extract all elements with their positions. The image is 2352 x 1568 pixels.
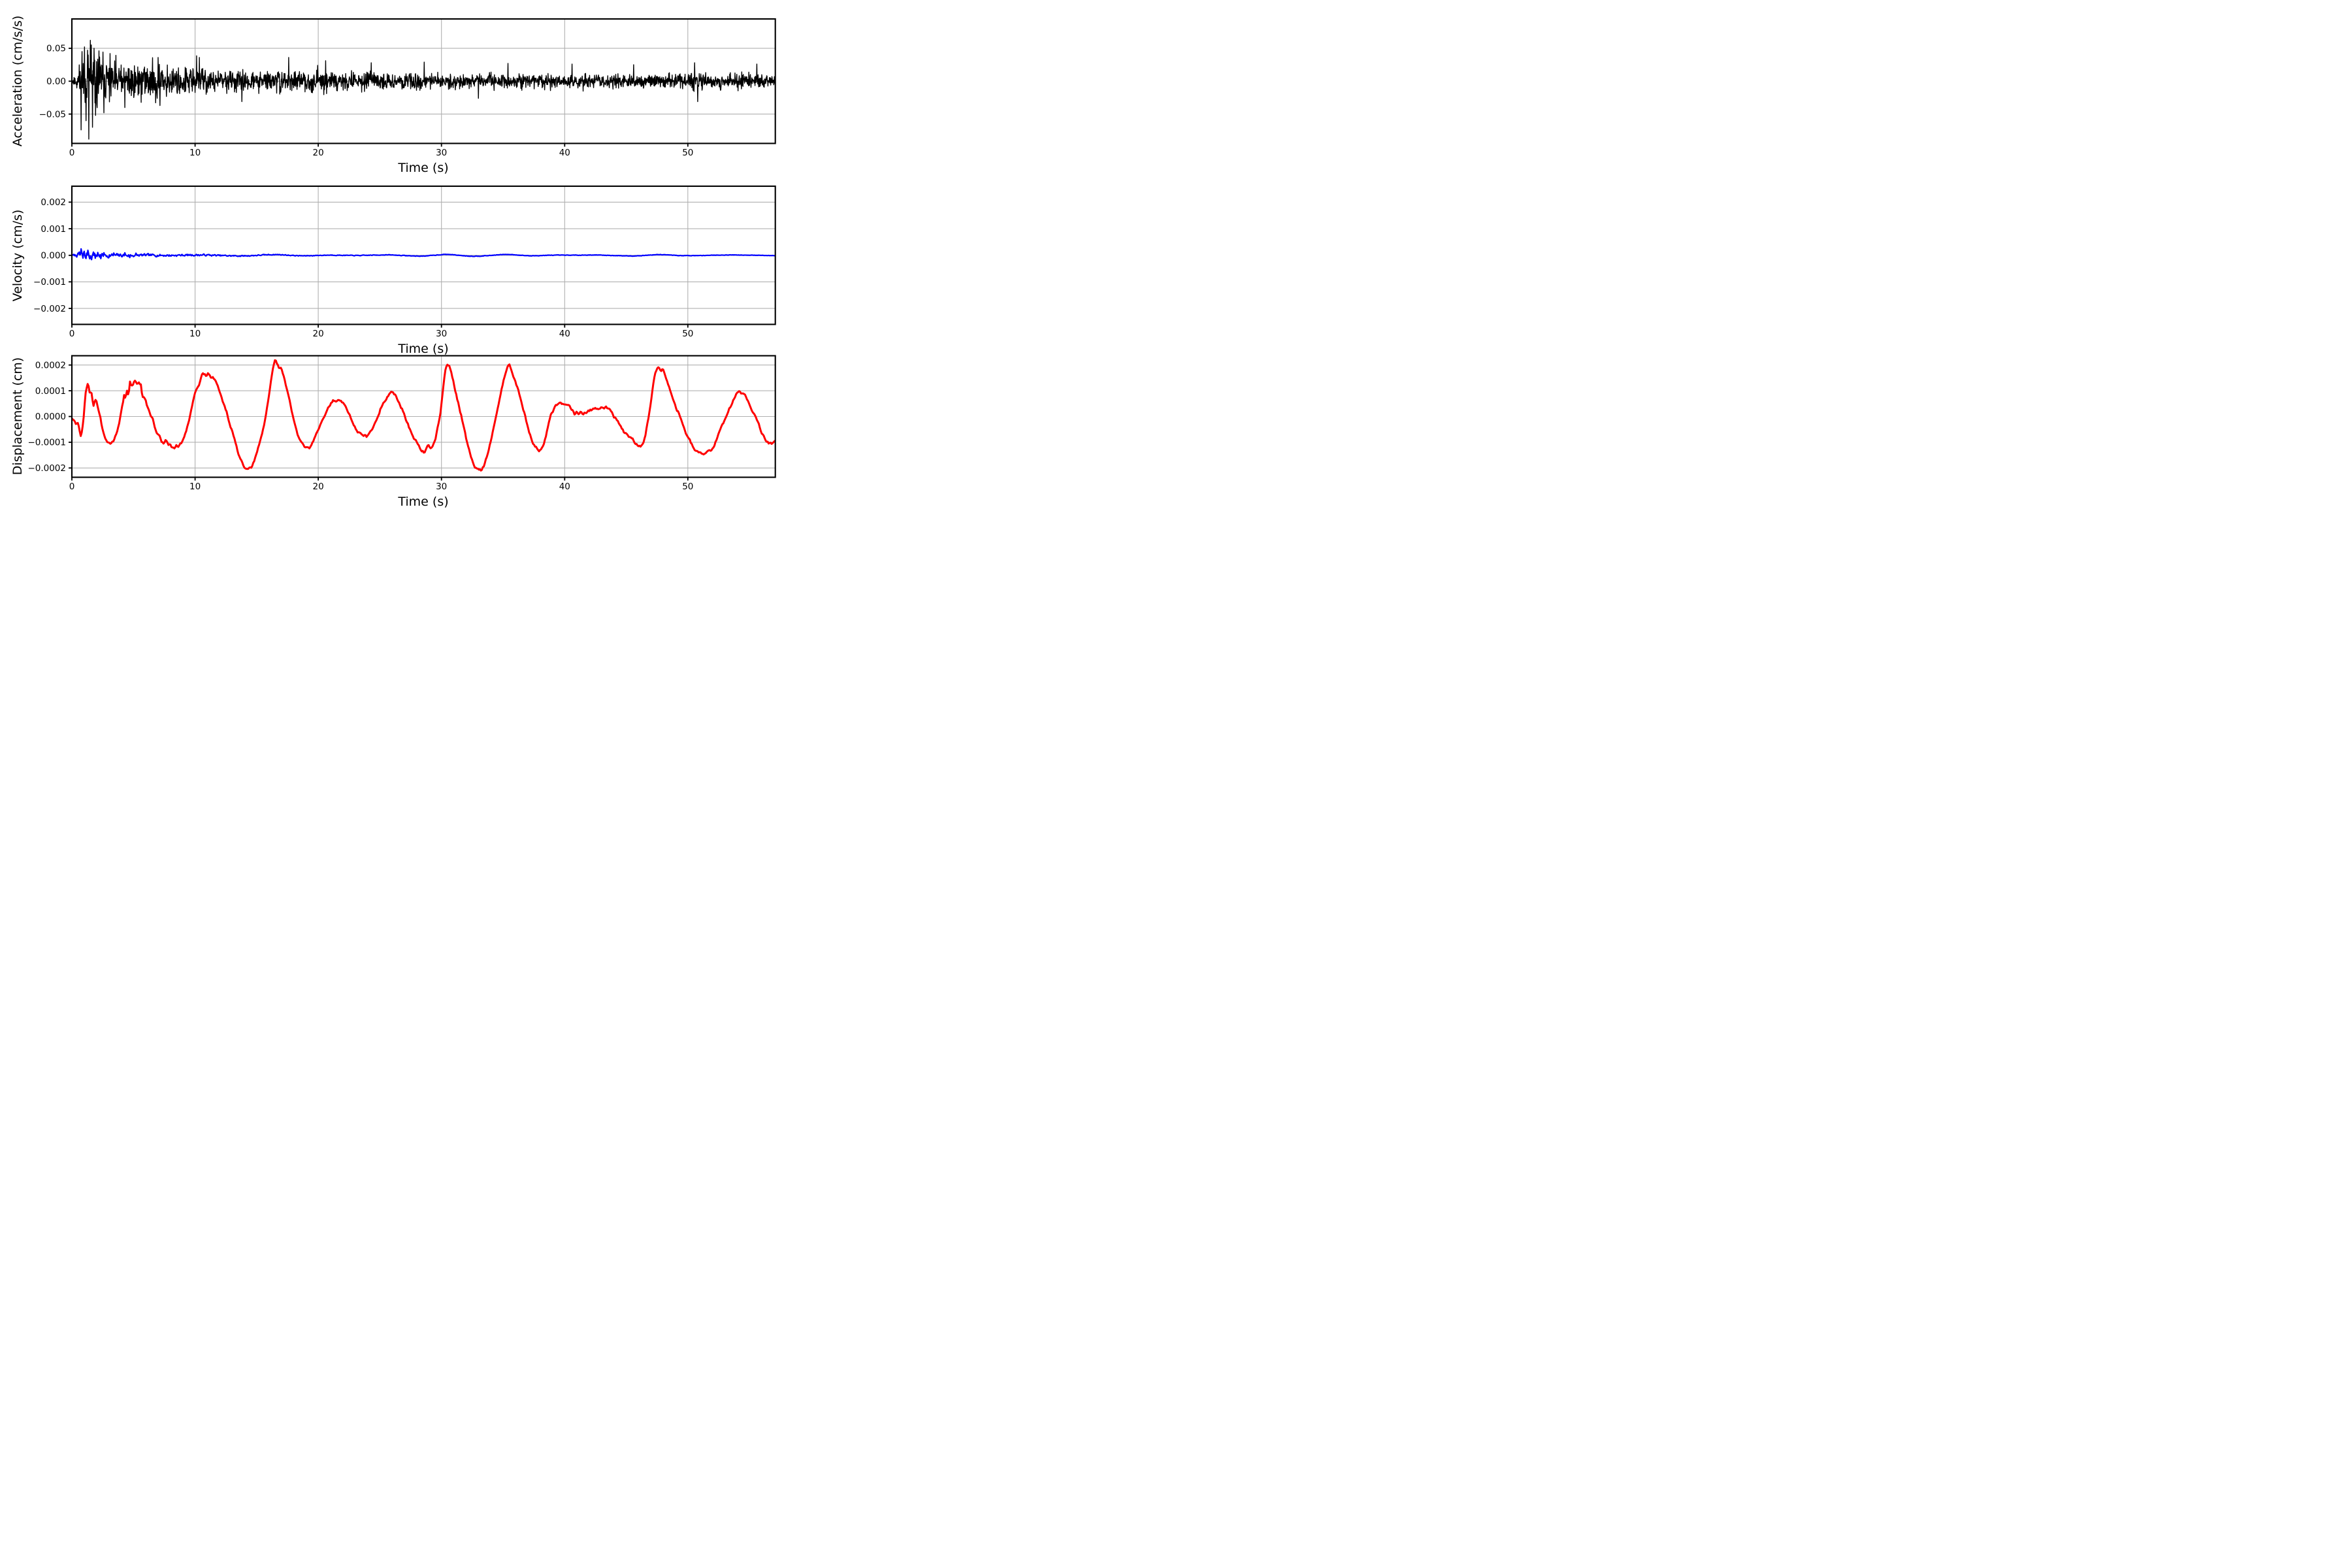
velocity-xtick-label: 10 bbox=[189, 329, 201, 339]
velocity-ytick-label: 0.002 bbox=[41, 197, 66, 208]
displacement-xtick-label: 20 bbox=[313, 482, 324, 492]
displacement-ytick-label: −0.0002 bbox=[27, 463, 66, 474]
velocity-ytick-label: −0.002 bbox=[33, 304, 66, 314]
displacement-x-axis-label: Time (s) bbox=[398, 495, 449, 509]
acceleration-ytick-label: 0.05 bbox=[46, 44, 66, 54]
displacement-trace bbox=[72, 359, 776, 472]
displacement-ytick-label: −0.0001 bbox=[27, 438, 66, 448]
velocity-ytick-label: 0.001 bbox=[41, 224, 66, 235]
velocity-y-axis-label: Velocity (cm/s) bbox=[10, 209, 25, 302]
seismogram-figure: 0.05 0.00 −0.05 0 10 20 30 40 50 0.002 0.001 0.000 −… bbox=[0, 0, 784, 523]
displacement-xtick-label: 40 bbox=[559, 482, 570, 492]
velocity-ytick-label: 0.000 bbox=[41, 250, 66, 261]
acceleration-xtick-label: 40 bbox=[559, 148, 570, 158]
velocity-xtick-label: 0 bbox=[69, 329, 75, 339]
seismogram-svg: 0.05 0.00 −0.05 0 10 20 30 40 50 0.002 0.001 0.000 −… bbox=[0, 0, 784, 523]
acceleration-xtick-label: 30 bbox=[436, 148, 447, 158]
acceleration-xtick-label: 10 bbox=[189, 148, 201, 158]
acceleration-x-axis-label: Time (s) bbox=[398, 161, 449, 175]
acceleration-xtick-label: 20 bbox=[313, 148, 324, 158]
velocity-ytick-label: −0.001 bbox=[33, 277, 66, 287]
displacement-xtick-label: 50 bbox=[682, 482, 693, 492]
displacement-ytick-label: 0.0002 bbox=[35, 360, 66, 370]
velocity-xtick-label: 40 bbox=[559, 329, 570, 339]
displacement-xtick-label: 30 bbox=[436, 482, 447, 492]
velocity-trace bbox=[72, 248, 776, 261]
acceleration-trace bbox=[72, 40, 776, 140]
velocity-x-axis-label: Time (s) bbox=[398, 342, 449, 356]
acceleration-xtick-label: 50 bbox=[682, 148, 693, 158]
displacement-y-axis-label: Displacement (cm) bbox=[10, 357, 25, 476]
displacement-xtick-label: 10 bbox=[189, 482, 201, 492]
velocity-xtick-label: 20 bbox=[313, 329, 324, 339]
displacement-ytick-label: 0.0001 bbox=[35, 386, 66, 397]
acceleration-xtick-label: 0 bbox=[69, 148, 75, 158]
displacement-xtick-label: 0 bbox=[69, 482, 75, 492]
acceleration-y-axis-label: Acceleration (cm/s/s) bbox=[10, 15, 25, 147]
velocity-xtick-label: 50 bbox=[682, 329, 693, 339]
acceleration-ytick-label: −0.05 bbox=[39, 109, 66, 120]
acceleration-ytick-label: 0.00 bbox=[46, 76, 66, 87]
velocity-xtick-label: 30 bbox=[436, 329, 447, 339]
displacement-ytick-label: 0.0000 bbox=[35, 412, 66, 422]
